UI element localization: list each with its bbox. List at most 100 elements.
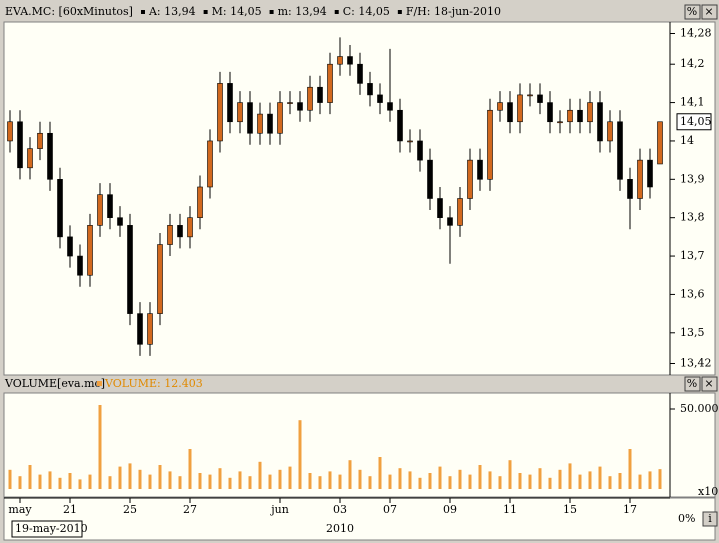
candle-body (187, 217, 193, 238)
volume-bar (558, 469, 562, 489)
candle-body (437, 198, 443, 218)
volume-bar (168, 471, 172, 489)
header-item: m: 13,94 (278, 5, 327, 18)
volume-scale: x10 (698, 485, 718, 498)
volume-bar (478, 465, 482, 489)
date-box-label: 19-may-2010 (15, 522, 88, 535)
candle-body (247, 102, 253, 134)
volume-bar (528, 474, 532, 489)
candle-body (407, 140, 413, 143)
candle-body (537, 94, 543, 103)
close-button[interactable] (701, 4, 718, 20)
header-bullet (397, 10, 402, 14)
x-tick-label: 11 (503, 503, 517, 516)
candle-body (567, 109, 573, 123)
candle-body (217, 83, 223, 142)
percent-button[interactable] (684, 376, 701, 392)
header-bullet (140, 10, 145, 14)
volume-bar (458, 469, 462, 489)
volume-bar (278, 469, 282, 489)
y-tick-label: 14,28 (680, 27, 712, 40)
y-tick-label: 13,6 (680, 287, 705, 300)
header-item: A: 13,94 (148, 5, 196, 18)
volume-title: VOLUME[eva.mc] (4, 377, 105, 390)
volume-bar (228, 477, 232, 489)
candle-body (177, 225, 183, 238)
volume-bar (148, 474, 152, 489)
x-axis-panel (3, 497, 716, 541)
candle-body (257, 113, 263, 134)
candle-body (487, 109, 493, 180)
candle-body (237, 102, 243, 123)
candle-body (37, 132, 43, 149)
percent-button-label[interactable]: % (687, 377, 697, 390)
candle-body (367, 83, 373, 96)
candle-body (97, 194, 103, 226)
candle-body (357, 63, 363, 84)
header-bullet (269, 10, 274, 14)
candle-body (117, 217, 123, 226)
candle-body (147, 313, 153, 345)
volume-bar (488, 471, 492, 489)
candle-body (377, 94, 383, 103)
candle-body (167, 225, 173, 245)
volume-bar (328, 471, 332, 489)
candle-body (347, 56, 353, 65)
candle-body (607, 121, 613, 142)
candle-body (387, 102, 393, 111)
candle-body (427, 159, 433, 199)
candle-body (297, 102, 303, 111)
candle-body (17, 121, 23, 169)
candle-body (497, 102, 503, 111)
volume-bar (588, 471, 592, 489)
year-label: 2010 (326, 522, 354, 535)
volume-bar (128, 463, 132, 489)
candle-body (417, 140, 423, 161)
volume-bar (78, 479, 82, 489)
info-button[interactable] (702, 511, 718, 527)
info-button-label[interactable]: i (708, 512, 712, 525)
close-button[interactable] (701, 376, 718, 392)
candle-body (267, 113, 273, 134)
header-bullet (334, 10, 339, 14)
volume-bar (88, 474, 92, 489)
percent-button-label[interactable]: % (687, 5, 697, 18)
candle-body (27, 148, 33, 169)
candle-body (517, 94, 523, 123)
candle-body (647, 159, 653, 188)
volume-bar (358, 469, 362, 489)
volume-bar (68, 473, 72, 489)
x-tick-label: 15 (563, 503, 577, 516)
volume-bar (368, 476, 372, 489)
candle-body (477, 159, 483, 180)
close-button-label[interactable]: × (704, 5, 713, 18)
volume-legend: VOLUME: 12.403 (104, 377, 203, 390)
candle-body (337, 56, 343, 65)
volume-bar (398, 468, 402, 489)
candle-body (617, 121, 623, 180)
volume-bar (548, 477, 552, 489)
percent-button[interactable] (684, 4, 701, 20)
volume-bar (38, 474, 42, 489)
close-button-label[interactable]: × (704, 377, 713, 390)
volume-bar (448, 476, 452, 489)
y-tick-label: 14,2 (680, 57, 705, 70)
volume-bar (348, 460, 352, 489)
y-tick-label: 14,1 (680, 96, 705, 109)
candle-body (457, 198, 463, 226)
candle-body (527, 94, 533, 97)
y-tick-label: 13,8 (680, 211, 705, 224)
volume-bar (508, 460, 512, 489)
last-price-label: 14,05 (680, 115, 712, 128)
volume-bar (648, 471, 652, 489)
volume-bar (208, 474, 212, 489)
candle-body (587, 102, 593, 123)
volume-bar (418, 477, 422, 489)
candle-body (627, 179, 633, 199)
candle-body (127, 225, 133, 314)
volume-bar (48, 471, 52, 489)
volume-bar (178, 476, 182, 489)
volume-legend-swatch (97, 381, 102, 386)
volume-bar (498, 476, 502, 489)
